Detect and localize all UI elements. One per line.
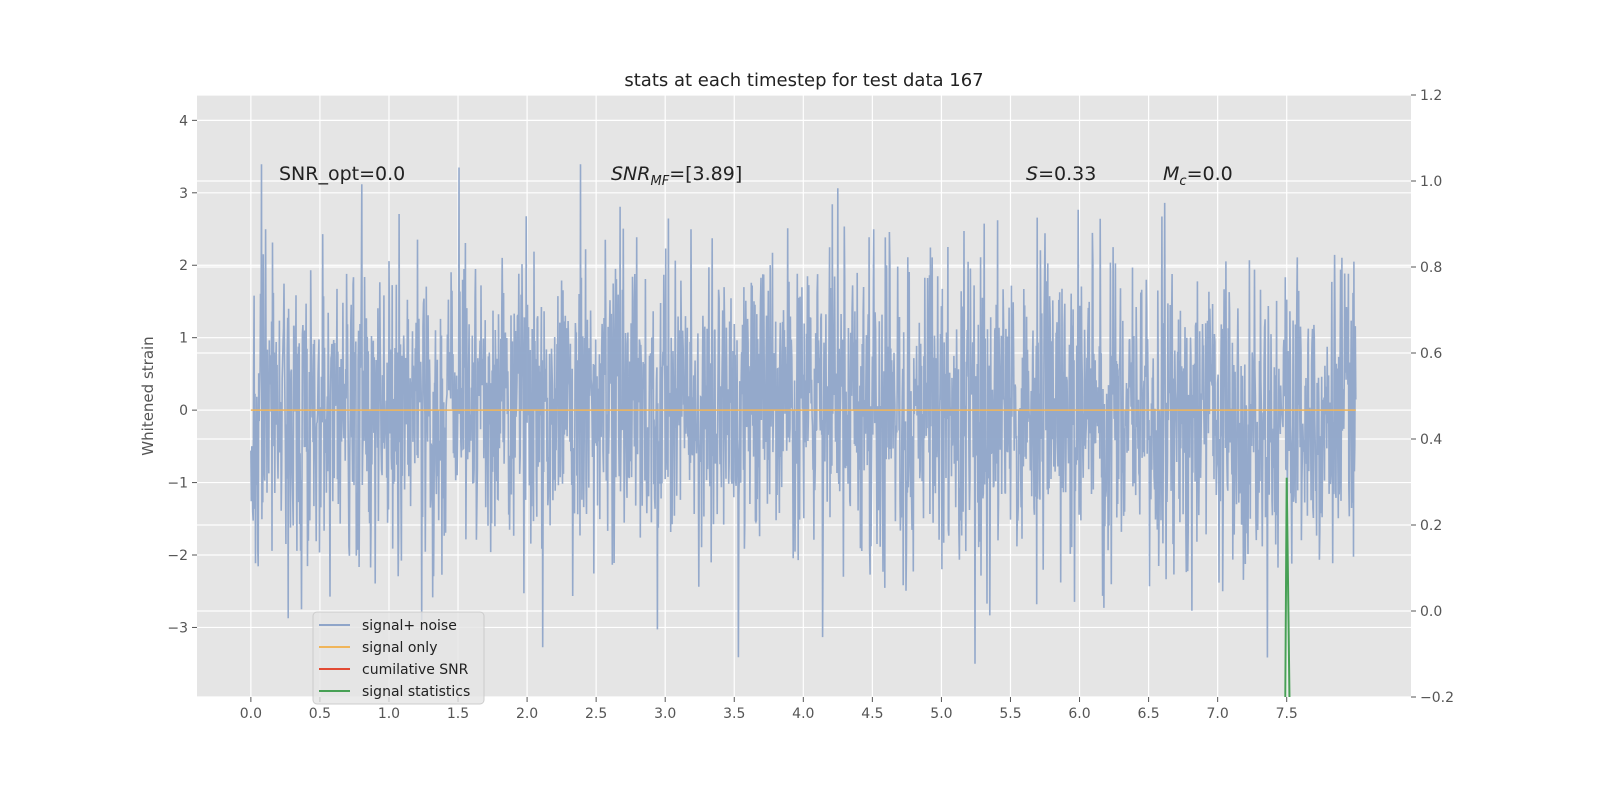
y-tick-label: −3 (167, 620, 188, 636)
legend-label-signal-statistics: signal statistics (362, 684, 470, 700)
chart-title: stats at each timestep for test data 167 (624, 70, 983, 91)
x-tick-label: 0.5 (309, 706, 331, 722)
y-tick-label: 3 (179, 186, 188, 202)
annotation-mc-sub: c (1179, 174, 1186, 189)
annotations: SNR_opt=0.0 SNRMF=[3.89] S=0.33 Mc=0.0 (279, 163, 1233, 189)
x-tick-label: 6.5 (1137, 706, 1159, 722)
annotation-snr-mf-value: =[3.89] (669, 163, 742, 185)
series-signal-statistics (1284, 477, 1291, 698)
y2-tick-label: 0.0 (1420, 604, 1442, 620)
y2-tick-label: 0.6 (1420, 346, 1442, 362)
annotation-mc-value: =0.0 (1187, 163, 1233, 185)
x-tick-label: 1.5 (447, 706, 469, 722)
y2-tick-label: 1.2 (1420, 88, 1442, 104)
legend: signal+ noise signal only cumilative SNR… (312, 611, 485, 705)
annotation-snr-mf: SNRMF=[3.89] (611, 163, 742, 189)
series-signal-noise (250, 164, 1357, 664)
x-tick-label: 1.0 (378, 706, 400, 722)
x-tick-label: 7.0 (1207, 706, 1229, 722)
x-tick-label: 3.0 (654, 706, 676, 722)
y2-tick-label: −0.2 (1420, 690, 1454, 706)
y-axis-label: Whitened strain (139, 336, 157, 455)
x-tick-label: 5.0 (930, 706, 952, 722)
y2-tick-label: 0.8 (1420, 260, 1442, 276)
x-tick-label: 2.0 (516, 706, 538, 722)
legend-box (312, 611, 485, 705)
x-tick-label: 4.0 (792, 706, 814, 722)
legend-label-signal-only: signal only (362, 640, 437, 656)
y-tick-label: 0 (179, 403, 188, 419)
x-tick-label: 4.5 (861, 706, 883, 722)
y2-tick-label: 0.4 (1420, 432, 1442, 448)
x-tick-label: 3.5 (723, 706, 745, 722)
annotation-mc-label: M (1163, 163, 1179, 185)
x-tick-label: 6.0 (1068, 706, 1090, 722)
annotation-mc: Mc=0.0 (1163, 163, 1233, 189)
ticks: 0.0 0.5 1.0 1.5 2.0 2.5 3.0 3.5 4.0 4.5 5.0 5.5 6.0 6… (167, 88, 1454, 722)
plot-series (250, 164, 1357, 698)
y-tick-label: 2 (179, 258, 188, 274)
y2-tick-label: 0.2 (1420, 518, 1442, 534)
legend-label-cumulative-snr: cumilative SNR (362, 662, 469, 678)
y-tick-label: 4 (179, 113, 188, 129)
y-tick-label: 1 (179, 331, 188, 347)
annotation-snr-opt: SNR_opt=0.0 (279, 163, 405, 185)
legend-label-signal-noise: signal+ noise (362, 618, 457, 634)
annotation-snr-mf-label: SNR (611, 163, 650, 185)
annotation-s-value: =0.33 (1038, 163, 1096, 185)
annotation-s: S=0.33 (1026, 163, 1096, 185)
y-tick-label: −1 (167, 476, 188, 492)
x-tick-label: 0.0 (240, 706, 262, 722)
x-tick-label: 7.5 (1276, 706, 1298, 722)
y2-tick-label: 1.0 (1420, 174, 1442, 190)
x-tick-label: 2.5 (585, 706, 607, 722)
x-tick-label: 5.5 (999, 706, 1021, 722)
annotation-s-label: S (1026, 163, 1038, 185)
y-tick-label: −2 (167, 548, 188, 564)
annotation-snr-mf-sub: MF (650, 174, 669, 189)
